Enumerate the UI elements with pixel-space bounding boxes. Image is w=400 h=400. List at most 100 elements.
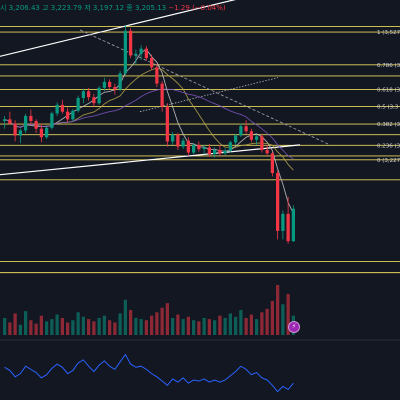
- fib-label-1: 1 (3,527: [377, 30, 400, 36]
- candle-body: [281, 213, 285, 231]
- volume-bar: [139, 319, 143, 335]
- volume-bar: [181, 319, 185, 335]
- candle-body: [118, 73, 122, 90]
- candle-body: [55, 104, 59, 114]
- candle-body: [44, 127, 49, 138]
- fib-label-0.618: 0.618 (3,: [377, 88, 400, 94]
- candle-body: [34, 121, 38, 129]
- candle-body: [260, 136, 264, 150]
- volume-bar: [34, 323, 38, 335]
- candle-body: [270, 153, 275, 173]
- dotted-trend-line: [139, 77, 279, 113]
- candle-body: [113, 86, 117, 90]
- dashed-trend-line: [79, 29, 331, 146]
- volume-bar: [55, 314, 59, 335]
- candle-body: [128, 30, 133, 56]
- volume-bar: [71, 320, 75, 335]
- low-value: 3,197.12: [92, 4, 125, 12]
- volume-bar: [23, 311, 28, 335]
- channel-upper-line: [0, 0, 236, 57]
- volume-bar: [260, 312, 264, 335]
- volume-bar: [2, 317, 7, 335]
- volume-bar: [281, 304, 285, 335]
- candle-body: [218, 150, 222, 154]
- volume-bar: [239, 310, 243, 335]
- close-value: 3,205.13: [134, 4, 167, 12]
- volume-bar: [233, 316, 238, 335]
- volume-bar: [218, 315, 222, 335]
- volume-bar: [18, 324, 23, 335]
- candle-body: [8, 119, 12, 124]
- volume-bar: [8, 322, 12, 335]
- fibonacci-retracement[interactable]: [0, 26, 400, 274]
- volume-bar: [197, 321, 201, 335]
- candle-body: [107, 81, 112, 87]
- volume-bar: [207, 319, 212, 335]
- trend-lines[interactable]: [0, 0, 331, 176]
- candle-body: [165, 106, 170, 142]
- volume-bar: [113, 322, 117, 335]
- volume-bar: [81, 316, 86, 335]
- volume-bar: [44, 321, 49, 335]
- candle-body: [244, 126, 248, 132]
- candle-body: [249, 131, 254, 140]
- volume-bar: [13, 313, 17, 335]
- candle-body: [155, 67, 159, 84]
- candle-body: [197, 144, 201, 150]
- candle-body: [181, 140, 185, 147]
- candle-body: [149, 58, 154, 68]
- volume-bar: [86, 319, 91, 335]
- candle-body: [123, 30, 128, 74]
- candle-body: [60, 104, 65, 112]
- volume-bar: [165, 303, 170, 335]
- volume-bar: [134, 317, 138, 335]
- open-value: 3,206.43: [8, 4, 40, 12]
- candle-body: [207, 147, 212, 155]
- candle-body: [39, 128, 44, 138]
- volume-bar: [170, 317, 175, 335]
- ma-mid-line: [4, 67, 294, 171]
- candle-body: [23, 115, 28, 131]
- volume-bar: [228, 313, 233, 335]
- fib-label-0.5: 0.5 (3,3: [377, 105, 399, 111]
- change-percent: (−0.04%): [192, 4, 226, 12]
- volume-bar: [92, 321, 96, 335]
- volume-bar: [65, 322, 70, 335]
- volume-bar: [249, 314, 254, 335]
- volume-bar: [244, 317, 248, 335]
- symbol-fragment: 시: [0, 4, 7, 12]
- channel-lower-line: [0, 144, 301, 176]
- volume-bar: [265, 308, 269, 335]
- candle-body: [144, 48, 149, 59]
- candle-body: [275, 172, 280, 231]
- candle-body: [176, 134, 180, 147]
- fib-label-0.382: 0.382 (3,: [377, 122, 400, 128]
- lightning-icon[interactable]: ⚡: [288, 321, 300, 333]
- high-label: 고: [42, 4, 49, 12]
- candle-body: [71, 110, 75, 120]
- candle-body: [139, 48, 143, 54]
- candle-body: [239, 126, 243, 136]
- volume-bar: [270, 300, 275, 335]
- candle-body: [2, 119, 7, 122]
- volume-bar: [186, 316, 191, 335]
- candle-body: [186, 140, 191, 153]
- volume-bar: [102, 315, 107, 335]
- volume-bar: [97, 317, 101, 335]
- candle-body: [286, 213, 290, 242]
- candle-body: [254, 136, 259, 140]
- close-label: 종: [126, 4, 133, 12]
- volume-bar: [60, 317, 65, 335]
- volume-bar: [29, 320, 33, 335]
- volume-bar: [202, 317, 206, 335]
- candle-body: [92, 97, 96, 104]
- volume-bar: [191, 320, 196, 335]
- candle-body: [76, 98, 80, 111]
- volume-bar: [176, 314, 180, 335]
- candle-body: [233, 135, 238, 143]
- candle-body: [86, 91, 91, 98]
- volume-bar: [155, 312, 159, 335]
- fibonacci-labels: 1 (3,527 0.786 (3, 0.618 (3, 0.5 (3,3 0.382 …: [377, 30, 400, 164]
- candlesticks: [2, 24, 296, 244]
